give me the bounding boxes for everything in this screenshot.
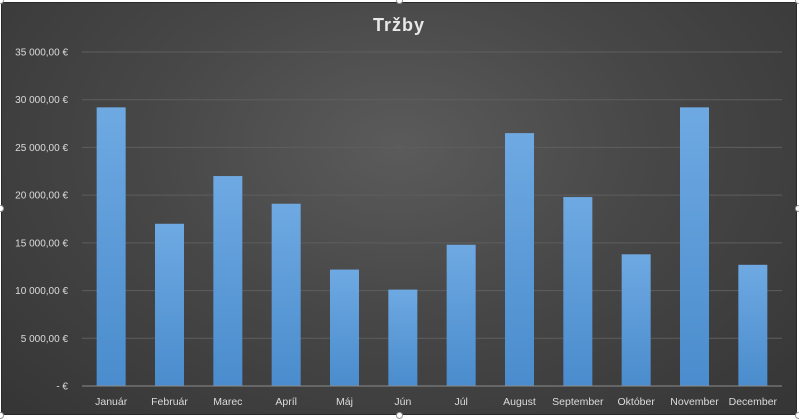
resize-handle-top-middle[interactable]	[396, 0, 403, 4]
chart-title: Tržby	[373, 15, 425, 35]
x-tick-label: Marec	[213, 396, 242, 408]
x-tick-label: Júl	[454, 396, 467, 408]
x-tick-label: Október	[617, 396, 655, 408]
bar-júl[interactable]	[446, 244, 476, 386]
bar-máj[interactable]	[330, 269, 359, 386]
x-tick-label: Jún	[394, 396, 411, 408]
bar-apríl[interactable]	[271, 203, 301, 386]
x-tick-label: Máj	[336, 396, 353, 408]
bar-jún[interactable]	[388, 289, 418, 386]
y-tick-label: 35 000,00 €	[15, 48, 68, 59]
y-tick-label: 20 000,00 €	[15, 191, 68, 202]
bar-december[interactable]	[738, 264, 768, 386]
bar-august[interactable]	[505, 133, 534, 386]
resize-handle-middle-left[interactable]	[0, 205, 4, 212]
x-tick-label: Január	[95, 396, 128, 408]
y-tick-label: 25 000,00 €	[15, 143, 68, 154]
bar-marec[interactable]	[213, 176, 243, 386]
y-tick-label: - €	[56, 382, 68, 393]
y-axis-ticks: - € 5 000,00 € 10 000,00 € 15 000,00 € 20 00…	[15, 48, 68, 393]
bar-november[interactable]	[680, 107, 709, 386]
y-tick-label: 10 000,00 €	[15, 286, 68, 297]
y-tick-label: 30 000,00 €	[15, 95, 68, 106]
resize-handle-top-right[interactable]	[795, 0, 799, 4]
resize-handle-top-left[interactable]	[0, 0, 4, 4]
x-tick-label: November	[670, 396, 719, 408]
gridlines	[82, 51, 782, 339]
x-tick-label: December	[729, 396, 778, 408]
x-tick-label: Apríl	[275, 396, 297, 408]
y-tick-label: 5 000,00 €	[21, 334, 69, 345]
bar-február[interactable]	[155, 223, 184, 386]
x-tick-label: September	[552, 396, 604, 408]
bar-január[interactable]	[96, 107, 126, 386]
resize-handle-middle-right[interactable]	[795, 205, 799, 212]
x-tick-label: Február	[151, 396, 188, 408]
bars	[96, 107, 768, 386]
bar-október[interactable]	[621, 254, 651, 386]
x-axis-labels: Január Február Marec Apríl Máj Jún Júl August Se…	[95, 396, 777, 408]
y-tick-label: 15 000,00 €	[15, 238, 68, 249]
bar-september[interactable]	[563, 197, 593, 386]
x-tick-label: August	[503, 396, 536, 408]
